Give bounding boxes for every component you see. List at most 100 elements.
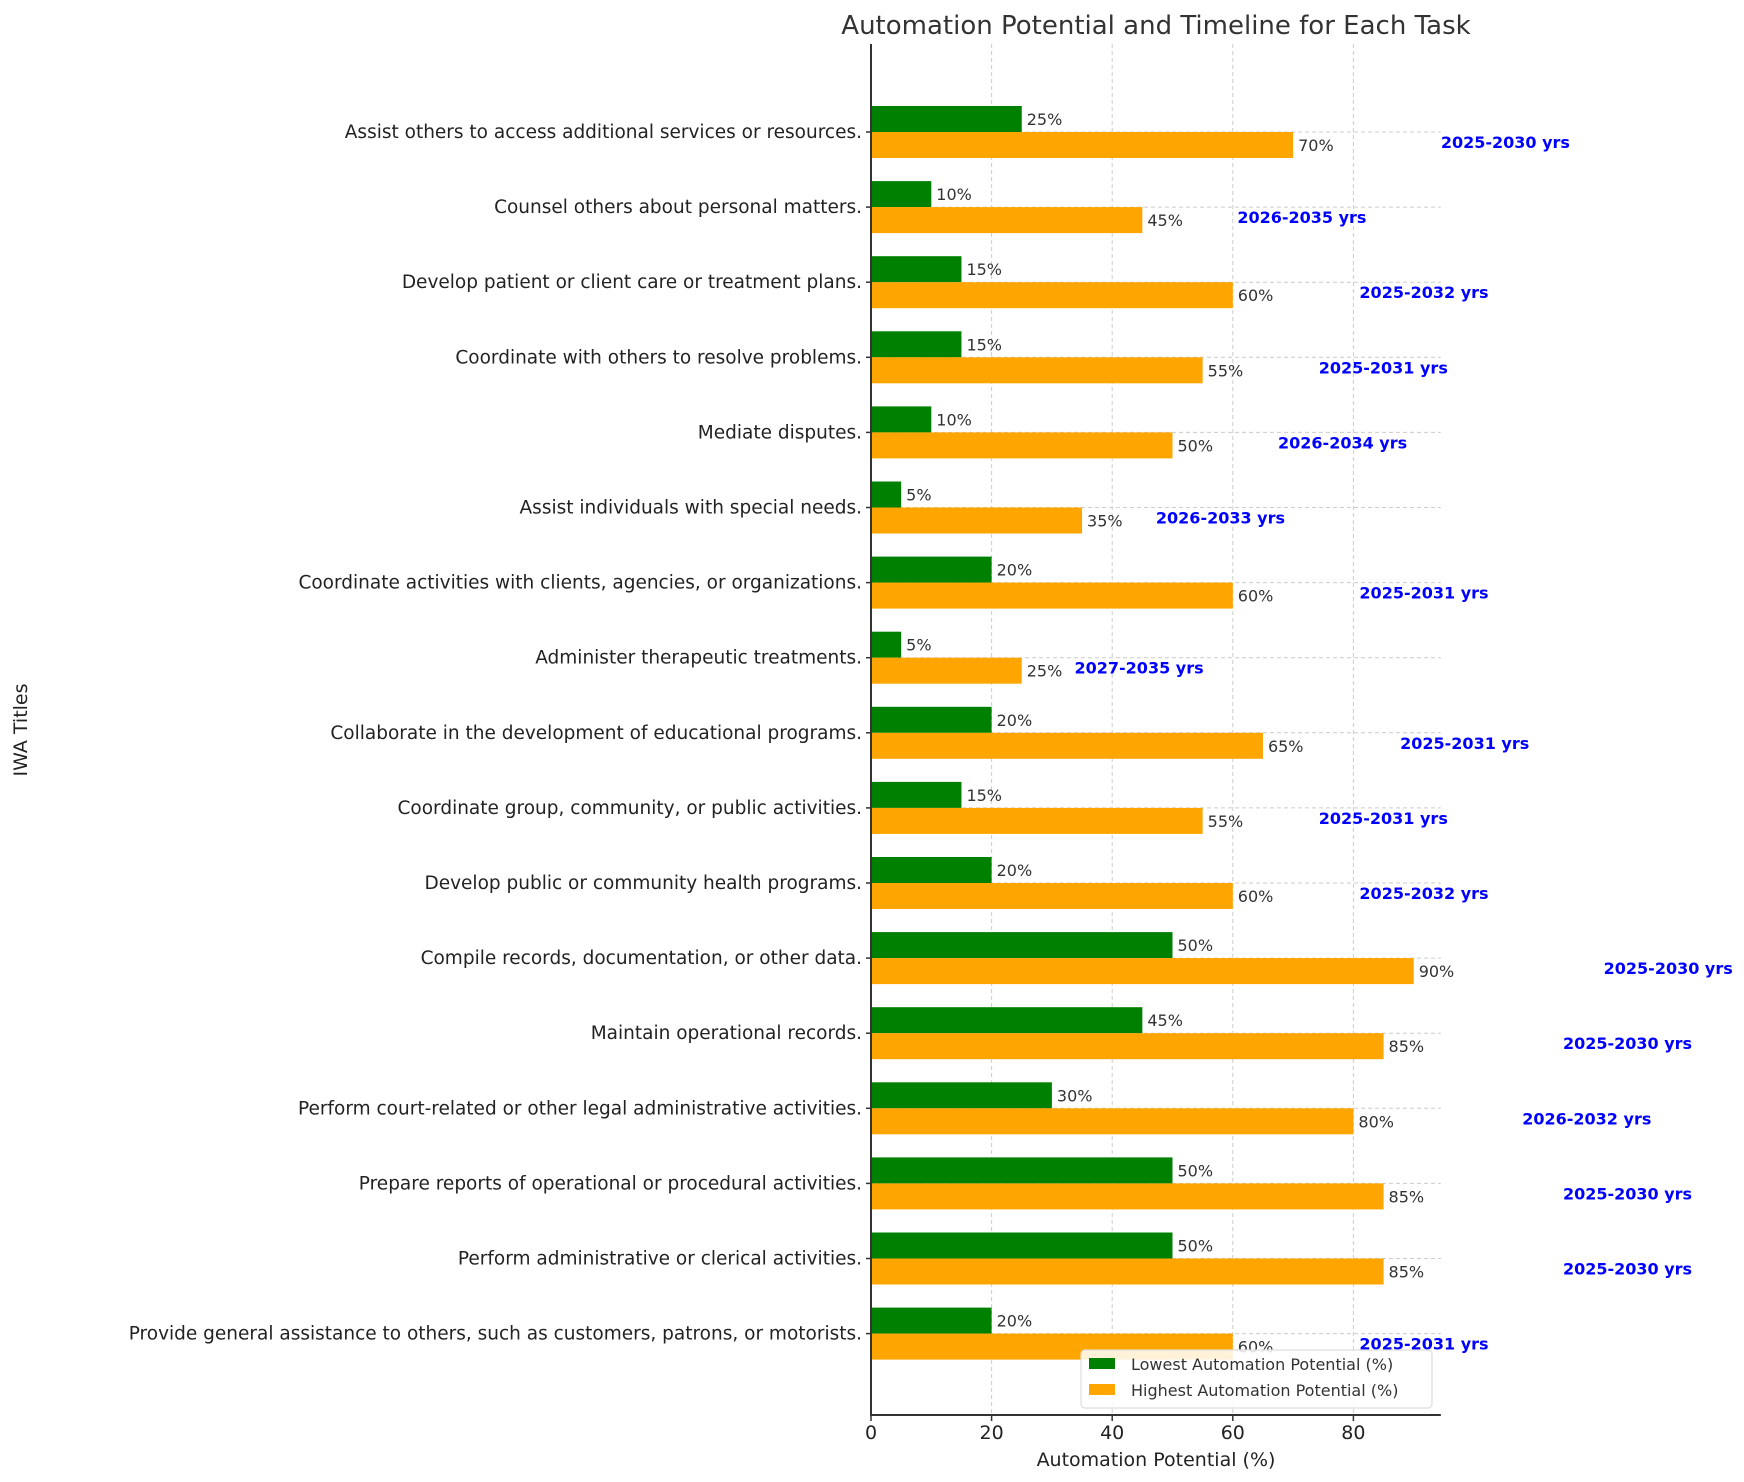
- bar-lowest: [871, 256, 962, 283]
- value-label-lowest: 20%: [997, 861, 1033, 880]
- bar-lowest: [871, 631, 902, 658]
- timeline-label: 2026-2035 yrs: [1237, 208, 1366, 227]
- axes-layer: 0 20 40 60 80: [865, 44, 1441, 1444]
- bar-lowest: [871, 1307, 992, 1334]
- timeline-label: 2025-2032 yrs: [1359, 283, 1488, 302]
- bar-lowest: [871, 406, 932, 433]
- category-label: Perform court-related or other legal adm…: [298, 1098, 862, 1119]
- category-label: Prepare reports of operational or proced…: [359, 1173, 862, 1194]
- bar-lowest: [871, 331, 962, 358]
- timeline-label: 2025-2030 yrs: [1563, 1034, 1692, 1053]
- value-label-highest: 55%: [1208, 361, 1244, 380]
- category-label: Mediate disputes.: [698, 422, 862, 443]
- bar-lowest: [871, 857, 992, 883]
- bar-lowest: [871, 481, 902, 508]
- legend-label-lowest: Lowest Automation Potential (%): [1131, 1355, 1393, 1374]
- bar-lowest: [871, 181, 932, 208]
- value-label-highest: 65%: [1268, 737, 1304, 756]
- category-label: Develop patient or client care or treatm…: [402, 272, 862, 293]
- timeline-label: 2025-2030 yrs: [1441, 133, 1570, 152]
- bar-highest: [871, 357, 1203, 384]
- x-tick-label: 0: [865, 1422, 877, 1444]
- bar-highest: [871, 1183, 1384, 1210]
- value-label-lowest: 20%: [997, 561, 1033, 580]
- x-tick-label: 60: [1221, 1422, 1245, 1444]
- bar-lowest: [871, 1007, 1143, 1034]
- category-label: Maintain operational records.: [591, 1023, 862, 1044]
- bar-highest: [871, 132, 1294, 158]
- bar-highest: [871, 732, 1263, 759]
- value-label-highest: 60%: [1238, 286, 1274, 305]
- timeline-label: 2025-2031 yrs: [1359, 584, 1488, 603]
- bar-highest: [871, 883, 1233, 909]
- category-label: Coordinate with others to resolve proble…: [455, 347, 862, 368]
- category-label: Coordinate activities with clients, agen…: [298, 573, 862, 594]
- value-label-lowest: 20%: [997, 1312, 1033, 1331]
- value-label-highest: 25%: [1027, 662, 1063, 681]
- value-label-highest: 85%: [1389, 1263, 1425, 1282]
- timeline-label: 2027-2035 yrs: [1075, 659, 1204, 678]
- value-label-highest: 55%: [1208, 812, 1244, 831]
- value-label-lowest: 5%: [906, 486, 931, 505]
- category-label: Perform administrative or clerical activ…: [458, 1249, 862, 1270]
- bar-highest: [871, 282, 1233, 309]
- category-label: Coordinate group, community, or public a…: [397, 798, 862, 819]
- value-label-highest: 45%: [1147, 211, 1183, 230]
- value-label-highest: 50%: [1178, 436, 1214, 455]
- category-label: Assist individuals with special needs.: [520, 498, 862, 519]
- bars-layer: [871, 106, 1414, 1360]
- value-label-lowest: 30%: [1057, 1086, 1093, 1105]
- legend-frame: [1080, 1349, 1433, 1409]
- value-label-highest: 85%: [1389, 1187, 1425, 1206]
- value-label-highest: 35%: [1087, 512, 1123, 531]
- bar-highest: [871, 1108, 1354, 1135]
- x-tick-label: 80: [1341, 1422, 1365, 1444]
- value-label-highest: 85%: [1389, 1037, 1425, 1056]
- bar-lowest: [871, 556, 992, 583]
- value-label-lowest: 45%: [1147, 1011, 1183, 1030]
- legend-label-highest: Highest Automation Potential (%): [1131, 1381, 1398, 1400]
- bar-highest: [871, 657, 1022, 684]
- bar-highest: [871, 958, 1414, 985]
- value-label-lowest: 5%: [906, 636, 931, 655]
- bar-highest: [871, 432, 1173, 459]
- bar-highest: [871, 807, 1203, 834]
- bar-lowest: [871, 1082, 1052, 1109]
- timeline-label: 2025-2030 yrs: [1604, 959, 1733, 978]
- bar-lowest: [871, 1232, 1173, 1259]
- legend-swatch-lowest: [1089, 1358, 1115, 1369]
- value-label-lowest: 25%: [1027, 110, 1063, 129]
- legend-swatch-highest: [1089, 1384, 1115, 1395]
- chart-title: Automation Potential and Timeline for Ea…: [841, 11, 1470, 41]
- category-label: Administer therapeutic treatments.: [535, 648, 862, 669]
- x-axis-label: Automation Potential (%): [1037, 1449, 1276, 1471]
- timeline-label: 2026-2032 yrs: [1522, 1109, 1651, 1128]
- timeline-label: 2025-2031 yrs: [1359, 1335, 1488, 1354]
- category-label: Provide general assistance to others, su…: [129, 1324, 862, 1345]
- y-axis-label: IWA Titles: [10, 683, 32, 776]
- bar-highest: [871, 582, 1233, 609]
- bar-highest: [871, 1258, 1384, 1285]
- bar-lowest: [871, 706, 992, 733]
- labels-layer: Assist others to access additional servi…: [129, 110, 1733, 1357]
- value-label-highest: 90%: [1419, 962, 1455, 981]
- value-label-highest: 60%: [1238, 887, 1274, 906]
- value-label-lowest: 20%: [997, 711, 1033, 730]
- timeline-label: 2026-2034 yrs: [1278, 433, 1407, 452]
- bar-lowest: [871, 781, 962, 808]
- timeline-label: 2026-2033 yrs: [1156, 509, 1285, 528]
- bar-highest: [871, 507, 1083, 534]
- x-tick-label: 20: [980, 1422, 1004, 1444]
- value-label-highest: 70%: [1298, 136, 1334, 155]
- bar-highest: [871, 207, 1143, 234]
- timeline-label: 2025-2030 yrs: [1563, 1260, 1692, 1279]
- timeline-label: 2025-2031 yrs: [1319, 358, 1448, 377]
- category-label: Assist others to access additional servi…: [345, 122, 862, 143]
- legend: Lowest Automation Potential (%) Highest …: [1080, 1349, 1433, 1409]
- x-tick-label: 40: [1100, 1422, 1124, 1444]
- bar-lowest: [871, 1157, 1173, 1184]
- value-label-lowest: 15%: [966, 786, 1002, 805]
- timeline-label: 2025-2032 yrs: [1359, 884, 1488, 903]
- bar-highest: [871, 1033, 1384, 1060]
